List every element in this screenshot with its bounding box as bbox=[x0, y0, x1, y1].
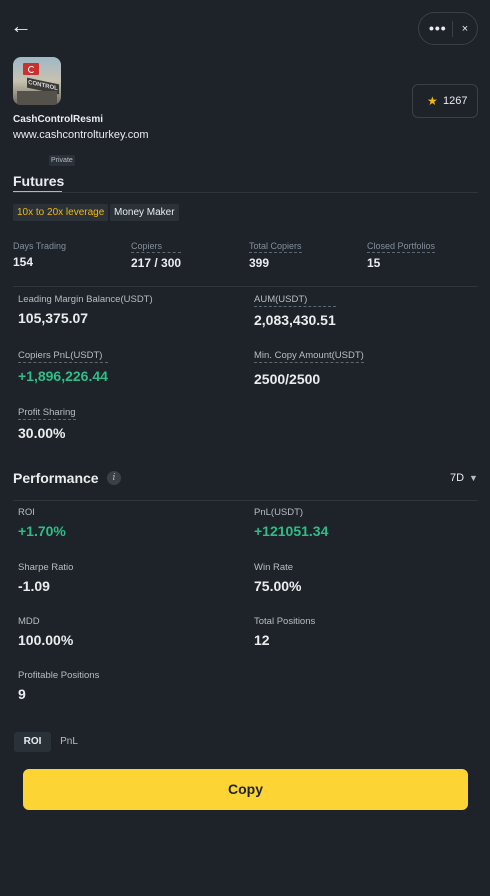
metric-value: 75.00% bbox=[254, 578, 302, 594]
back-arrow-icon[interactable]: ← bbox=[10, 13, 32, 38]
metric-value: 12 bbox=[254, 632, 270, 648]
leverage-tag: 10x to 20x leverage bbox=[13, 204, 109, 221]
metric-value: 100.00% bbox=[18, 632, 74, 648]
avatar-building bbox=[17, 91, 57, 105]
stat-total-copiers: Total Copiers 399 bbox=[249, 241, 302, 270]
metric-label: Win Rate bbox=[254, 562, 294, 573]
tab-futures[interactable]: Futures bbox=[13, 173, 65, 189]
money-maker-tag: Money Maker bbox=[110, 204, 179, 221]
detail-value: 30.00% bbox=[18, 425, 66, 441]
stat-label: Days Trading bbox=[13, 241, 67, 251]
stat-value: 217 / 300 bbox=[131, 256, 182, 270]
detail-label: Min. Copy Amount(USDT) bbox=[254, 350, 364, 363]
detail-leading-margin: Leading Margin Balance(USDT) 105,375.07 bbox=[18, 294, 153, 326]
capsule-divider bbox=[452, 21, 453, 37]
detail-label: Copiers PnL(USDT) bbox=[18, 350, 108, 363]
metric-roi: ROI +1.70% bbox=[18, 507, 66, 539]
divider bbox=[13, 500, 478, 501]
info-icon[interactable]: i bbox=[107, 471, 121, 485]
stat-value: 399 bbox=[249, 256, 270, 270]
toggle-roi[interactable]: ROI bbox=[14, 732, 51, 752]
detail-profit-sharing: Profit Sharing 30.00% bbox=[18, 407, 76, 441]
stat-value: 15 bbox=[367, 256, 381, 270]
detail-value: +1,896,226.44 bbox=[18, 368, 108, 384]
private-badge: Private bbox=[49, 155, 75, 166]
close-icon[interactable]: × bbox=[461, 23, 469, 35]
divider bbox=[13, 192, 478, 193]
favorite-button[interactable]: ★ 1267 bbox=[412, 84, 478, 118]
stat-value: 154 bbox=[13, 255, 34, 269]
metric-value: 9 bbox=[18, 686, 26, 702]
metric-label: Profitable Positions bbox=[18, 670, 100, 681]
metric-value: +121051.34 bbox=[254, 523, 329, 539]
detail-label: AUM(USDT) bbox=[254, 294, 336, 307]
detail-value: 105,375.07 bbox=[18, 310, 89, 326]
metric-total-positions: Total Positions 12 bbox=[254, 616, 315, 648]
toggle-pnl[interactable]: PnL bbox=[60, 736, 78, 747]
star-icon: ★ bbox=[427, 94, 438, 108]
metric-label: ROI bbox=[18, 507, 35, 518]
divider bbox=[13, 286, 478, 287]
performance-title: Performance bbox=[13, 470, 99, 486]
metric-mdd: MDD 100.00% bbox=[18, 616, 73, 648]
detail-label: Profit Sharing bbox=[18, 407, 76, 420]
metric-value: -1.09 bbox=[18, 578, 50, 594]
stat-label: Copiers bbox=[131, 241, 182, 253]
avatar: CONTROL bbox=[13, 57, 61, 105]
copy-button[interactable]: Copy bbox=[23, 769, 468, 810]
stat-label: Closed Portfolios bbox=[367, 241, 436, 253]
stat-days-trading: Days Trading 154 bbox=[13, 241, 66, 269]
caret-down-icon[interactable]: ▼ bbox=[469, 473, 478, 483]
stat-closed-portfolios: Closed Portfolios 15 bbox=[367, 241, 436, 270]
detail-value: 2,083,430.51 bbox=[254, 312, 336, 328]
detail-value: 2500/2500 bbox=[254, 371, 321, 387]
metric-pnl: PnL(USDT) +121051.34 bbox=[254, 507, 328, 539]
mini-program-capsule: ••• × bbox=[418, 12, 478, 45]
turkey-flag-icon bbox=[23, 63, 39, 75]
period-select[interactable]: 7D bbox=[450, 472, 465, 484]
metric-sharpe-ratio: Sharpe Ratio -1.09 bbox=[18, 562, 73, 594]
detail-copiers-pnl: Copiers PnL(USDT) +1,896,226.44 bbox=[18, 350, 108, 384]
metric-value: +1.70% bbox=[18, 523, 66, 539]
metric-label: MDD bbox=[18, 616, 40, 627]
detail-aum: AUM(USDT) 2,083,430.51 bbox=[254, 294, 336, 328]
metric-profitable-positions: Profitable Positions 9 bbox=[18, 670, 99, 702]
more-icon[interactable]: ••• bbox=[429, 20, 447, 36]
username: CashControlResmi bbox=[13, 114, 104, 125]
metric-win-rate: Win Rate 75.00% bbox=[254, 562, 301, 594]
favorites-count: 1267 bbox=[443, 95, 468, 107]
detail-min-copy-amount: Min. Copy Amount(USDT) 2500/2500 bbox=[254, 350, 364, 387]
detail-label: Leading Margin Balance(USDT) bbox=[18, 294, 153, 305]
website-link[interactable]: www.cashcontrolturkey.com bbox=[13, 129, 149, 141]
metric-label: PnL(USDT) bbox=[254, 507, 304, 518]
stat-label: Total Copiers bbox=[249, 241, 302, 253]
metric-label: Total Positions bbox=[254, 616, 316, 627]
stat-copiers: Copiers 217 / 300 bbox=[131, 241, 182, 270]
metric-label: Sharpe Ratio bbox=[18, 562, 74, 573]
